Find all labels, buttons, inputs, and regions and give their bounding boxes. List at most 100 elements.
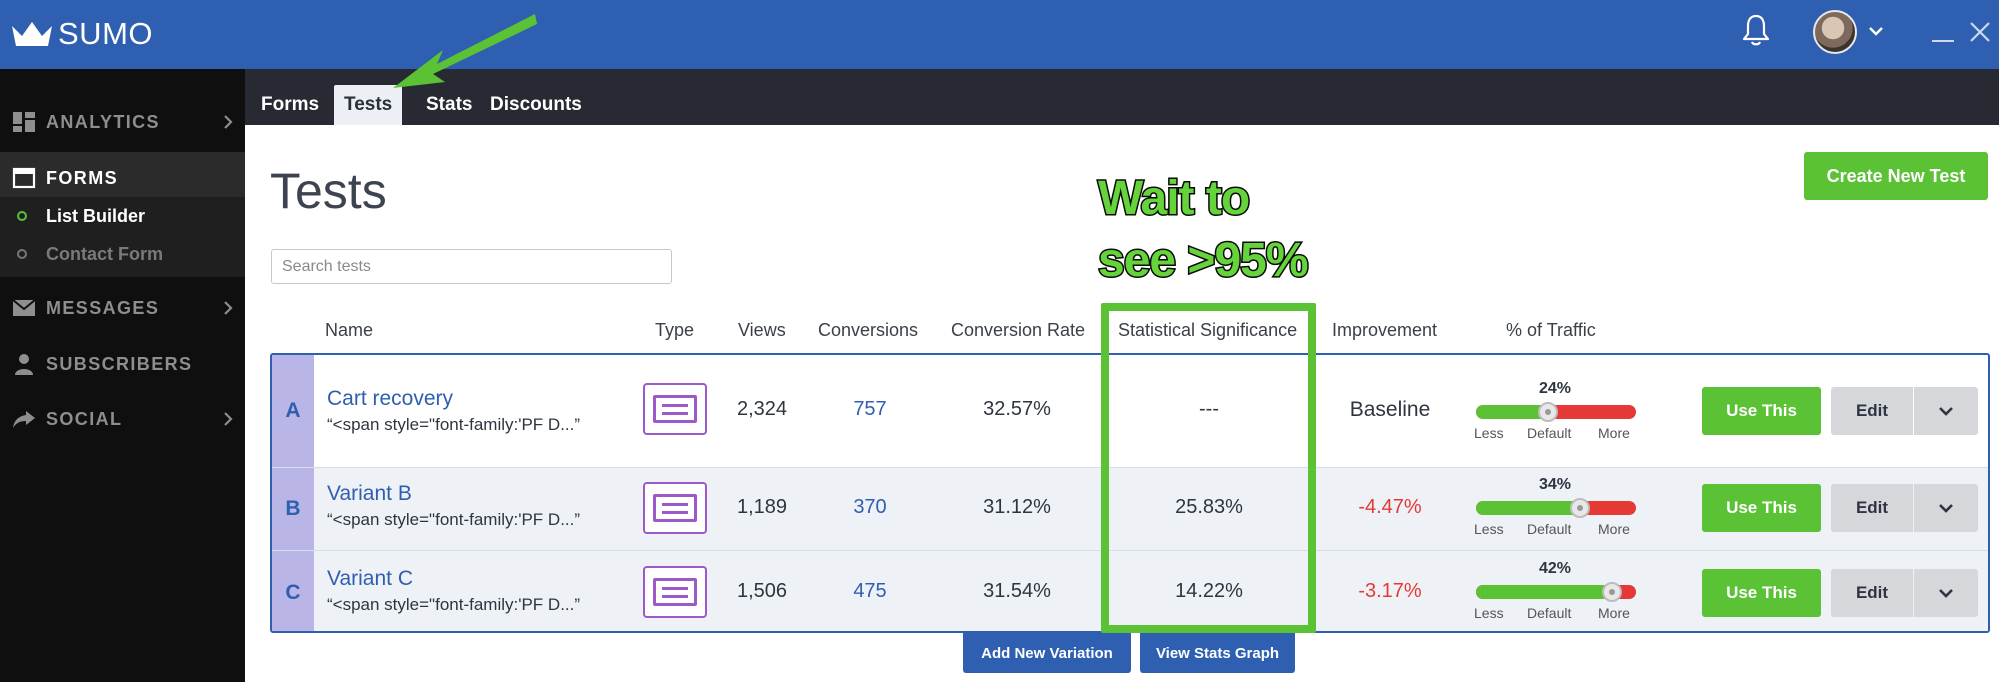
edit-button[interactable]: Edit (1831, 569, 1913, 617)
page-title: Tests (270, 163, 387, 219)
share-icon (13, 411, 35, 428)
sidebar-item-messages[interactable]: MESSAGES (0, 282, 245, 334)
annotation-line-2: see >95% (1097, 233, 1311, 289)
variant-name-link[interactable]: Variant B (327, 482, 412, 505)
tests-table: A Cart recovery “<span style="font-famil… (270, 353, 1990, 633)
chevron-down-icon (1939, 504, 1953, 513)
variant-name-link[interactable]: Variant C (327, 567, 413, 590)
tab-stats[interactable]: Stats (426, 94, 473, 115)
conversion-rate-value: 32.57% (983, 398, 1051, 420)
slider-label-default: Default (1527, 521, 1572, 537)
window-icon (12, 167, 36, 189)
sidebar-item-label: FORMS (46, 167, 118, 188)
slider-knob[interactable] (1570, 498, 1590, 518)
add-new-variation-button[interactable]: Add New Variation (963, 633, 1131, 673)
slider-label-default: Default (1527, 605, 1572, 621)
chevron-right-icon (224, 301, 233, 315)
crown-icon (12, 22, 52, 46)
row-options-dropdown[interactable] (1914, 387, 1978, 435)
user-avatar[interactable] (1813, 10, 1857, 54)
traffic-percent: 42% (1538, 560, 1572, 577)
slider-knob[interactable] (1538, 402, 1558, 422)
use-this-button[interactable]: Use This (1702, 569, 1821, 617)
table-row: B Variant B “<span style="font-family:'P… (272, 468, 1988, 550)
close-icon[interactable] (1968, 20, 1992, 44)
create-new-test-button[interactable]: Create New Test (1804, 152, 1988, 200)
sidebar-subitem-contact-form[interactable]: Contact Form (0, 235, 245, 273)
slider-label-more: More (1598, 605, 1630, 621)
variant-name-link[interactable]: Cart recovery (327, 387, 454, 410)
sidebar-item-label: SOCIAL (46, 408, 123, 429)
annotation-highlight-box (1101, 303, 1316, 633)
envelope-icon (12, 299, 36, 316)
popup-form-icon (643, 566, 707, 618)
slider-knob[interactable] (1602, 582, 1622, 602)
sidebar-item-label: MESSAGES (46, 297, 160, 318)
sidebar-item-forms[interactable]: FORMS (0, 152, 245, 204)
row-options-dropdown[interactable] (1914, 569, 1978, 617)
use-this-button[interactable]: Use This (1702, 484, 1821, 532)
sidebar-item-social[interactable]: SOCIAL (0, 393, 245, 445)
annotation-callout: Wait to see >95% (1097, 168, 1311, 292)
column-header-statistical-significance: Statistical Significance (1118, 320, 1298, 340)
edit-button[interactable]: Edit (1831, 387, 1913, 435)
traffic-percent: 24% (1538, 380, 1572, 397)
bell-icon[interactable] (1740, 12, 1772, 48)
traffic-slider[interactable] (1476, 582, 1636, 602)
improvement-value: -4.47% (1358, 496, 1422, 518)
forms-submenu: List Builder Contact Form (0, 197, 245, 277)
sidebar-subitem-label: Contact Form (46, 243, 163, 264)
sidebar-item-analytics[interactable]: ANALYTICS (0, 96, 245, 148)
chevron-right-icon (224, 412, 233, 426)
chevron-down-icon[interactable] (1868, 25, 1884, 37)
sidebar-subitem-list-builder[interactable]: List Builder (0, 197, 245, 235)
slider-label-more: More (1598, 521, 1630, 537)
sidebar-item-subscribers[interactable]: SUBSCRIBERS (0, 338, 245, 390)
annotation-arrow-icon (393, 14, 537, 88)
use-this-button[interactable]: Use This (1702, 387, 1821, 435)
significance-value: --- (1199, 398, 1219, 420)
tab-forms[interactable]: Forms (261, 94, 320, 115)
tab-tests[interactable]: Tests (334, 85, 403, 125)
sumo-logo[interactable]: SUMO (10, 14, 153, 54)
conversion-rate-value: 31.54% (983, 580, 1051, 602)
traffic-percent: 34% (1538, 476, 1572, 493)
conversion-rate-value: 31.12% (983, 496, 1051, 518)
column-header-type: Type (655, 320, 695, 340)
column-header-views: Views (738, 320, 786, 340)
traffic-slider[interactable] (1476, 402, 1636, 422)
variant-snippet: “<span style="font-family:'PF D...” (327, 510, 581, 529)
person-icon (15, 354, 33, 375)
significance-value: 14.22% (1175, 580, 1243, 602)
edit-button[interactable]: Edit (1831, 484, 1913, 532)
slider-label-less: Less (1474, 425, 1504, 441)
views-value: 1,506 (736, 580, 788, 602)
views-value: 1,189 (736, 496, 788, 518)
row-options-dropdown[interactable] (1914, 484, 1978, 532)
improvement-value: Baseline (1349, 398, 1431, 421)
slider-label-default: Default (1527, 425, 1572, 441)
brand-name: SUMO (58, 16, 153, 51)
conversions-link[interactable]: 757 (853, 398, 887, 420)
column-header-conversions: Conversions (818, 320, 919, 340)
annotation-line-1: Wait to (1097, 171, 1252, 227)
conversions-link[interactable]: 370 (853, 496, 887, 518)
slider-label-less: Less (1474, 605, 1504, 621)
row-divider (272, 550, 1988, 551)
popup-form-icon (643, 482, 707, 534)
sidebar: ANALYTICS FORMS List Builder Contact For… (0, 69, 245, 682)
minimize-icon[interactable] (1930, 22, 1956, 44)
active-dot-icon (17, 211, 27, 221)
view-stats-graph-button[interactable]: View Stats Graph (1140, 633, 1295, 673)
search-input[interactable] (271, 249, 672, 284)
table-row: C Variant C “<span style="font-family:'P… (272, 551, 1988, 631)
tab-discounts[interactable]: Discounts (490, 94, 582, 115)
grid-icon (13, 112, 35, 132)
conversions-link[interactable]: 475 (853, 580, 887, 602)
row-divider (272, 467, 1988, 468)
variant-letter: C (272, 551, 314, 631)
top-header: SUMO (0, 0, 1999, 69)
improvement-value: -3.17% (1358, 580, 1422, 602)
traffic-slider[interactable] (1476, 498, 1636, 518)
